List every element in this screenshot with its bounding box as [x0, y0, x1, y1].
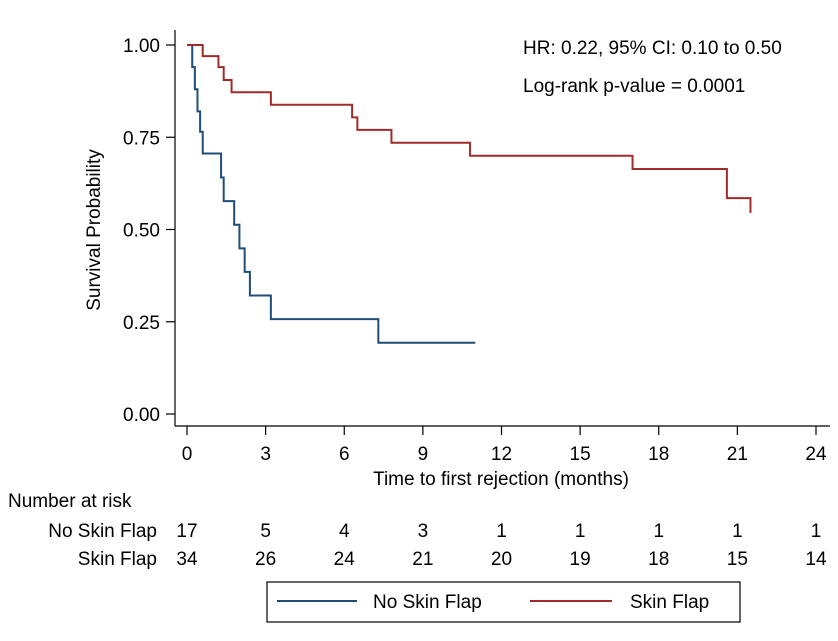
survival-curves	[187, 44, 752, 344]
risk-value: 17	[176, 521, 197, 542]
y-tick-label: 0.75	[123, 128, 160, 149]
risk-value: 1	[575, 521, 586, 542]
risk-value: 18	[648, 549, 669, 570]
risk-value: 1	[496, 521, 507, 542]
curve-no-skin-flap	[187, 44, 476, 344]
risk-values: 17 5 4 3 1 1 1 1 1 34 26 24 21 20 19 18 15 14	[176, 521, 827, 570]
risk-value: 24	[334, 549, 356, 570]
logrank-annotation: Log-rank p-value = 0.0001	[523, 76, 745, 97]
x-tick-label: 9	[418, 444, 429, 465]
legend-box	[266, 581, 741, 623]
y-axis-title: Survival Probability	[84, 149, 105, 311]
y-tick-label: 1.00	[123, 36, 160, 57]
axes	[174, 30, 830, 427]
y-tick-label: 0.50	[123, 221, 160, 242]
x-axis-title: Time to first rejection (months)	[373, 469, 629, 490]
risk-value: 14	[805, 549, 827, 570]
y-tick-label: 0.00	[123, 405, 160, 426]
x-tick-label: 21	[727, 444, 748, 465]
x-tick-label: 12	[491, 444, 512, 465]
risk-row-label-skin-flap: Skin Flap	[78, 549, 157, 570]
x-tick-label: 0	[182, 444, 193, 465]
risk-table: Number at risk No Skin Flap Skin Flap 17…	[8, 491, 827, 570]
x-tick-label: 18	[648, 444, 669, 465]
risk-table-title: Number at risk	[8, 491, 132, 512]
x-tick-label: 15	[570, 444, 591, 465]
risk-value: 3	[418, 521, 429, 542]
risk-row-label-no-skin-flap: No Skin Flap	[48, 521, 157, 542]
legend-label-no-skin-flap: No Skin Flap	[373, 592, 482, 613]
risk-value: 20	[491, 549, 512, 570]
y-ticks: 0.00 0.25 0.50 0.75 1.00	[123, 36, 175, 426]
risk-value: 4	[339, 521, 350, 542]
risk-value: 5	[260, 521, 271, 542]
risk-value: 15	[727, 549, 748, 570]
legend-label-skin-flap: Skin Flap	[630, 592, 709, 613]
x-ticks: 0 3 6 9 12 15 18 21 24	[182, 426, 827, 465]
risk-value: 21	[412, 549, 433, 570]
risk-value: 1	[653, 521, 664, 542]
risk-value: 26	[255, 549, 276, 570]
legend: No Skin Flap Skin Flap	[266, 581, 741, 623]
y-tick-label: 0.25	[123, 313, 160, 334]
risk-value: 34	[176, 549, 198, 570]
risk-value: 19	[570, 549, 591, 570]
curve-skin-flap	[187, 44, 752, 213]
x-tick-label: 24	[805, 444, 827, 465]
risk-value: 1	[811, 521, 822, 542]
risk-value: 1	[732, 521, 743, 542]
hr-annotation: HR: 0.22, 95% CI: 0.10 to 0.50	[523, 38, 782, 59]
x-tick-label: 6	[339, 444, 350, 465]
x-tick-label: 3	[260, 444, 271, 465]
